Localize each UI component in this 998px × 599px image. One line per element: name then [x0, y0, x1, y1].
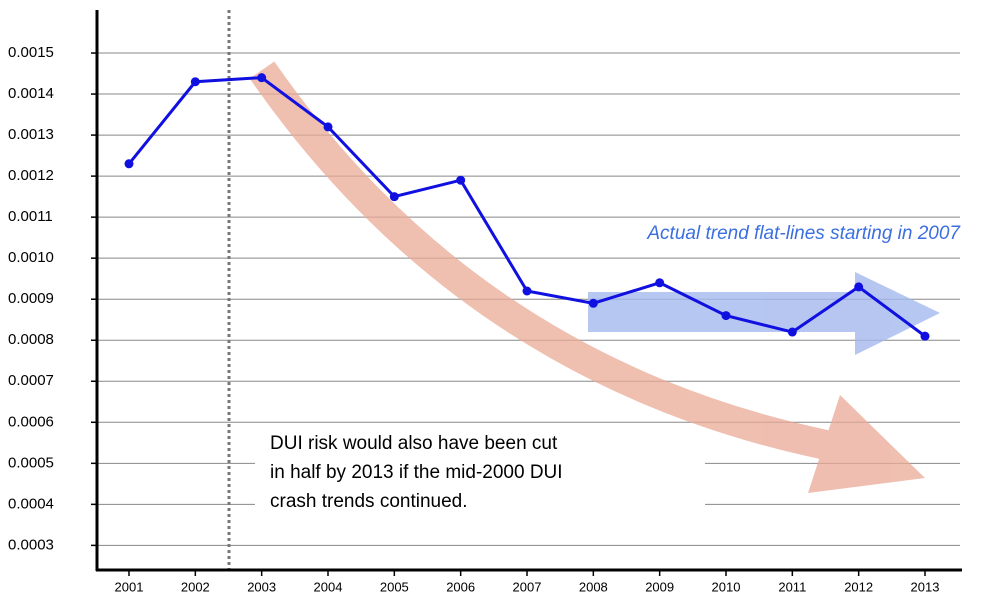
y-tick-label: 0.0005: [8, 454, 54, 471]
decline-arrow-body: [249, 61, 830, 460]
y-tick-label: 0.0014: [8, 85, 54, 102]
x-tick-label: 2007: [513, 579, 542, 594]
data-point: [257, 73, 267, 83]
x-tick-label: 2004: [314, 579, 343, 594]
y-tick-label: 0.0004: [8, 495, 54, 512]
x-tick-label: 2011: [778, 579, 806, 594]
x-tick-label: 2002: [181, 579, 210, 594]
note-line: crash trends continued.: [270, 491, 468, 512]
x-tick-label: 2006: [446, 579, 475, 594]
data-point: [522, 286, 532, 296]
flat-annotation: Actual trend flat-lines starting in 2007: [646, 223, 961, 244]
x-tick-label: 2001: [115, 579, 144, 594]
data-point: [920, 331, 930, 341]
data-point: [854, 282, 864, 292]
plot: [124, 73, 930, 341]
decline-arrow: [249, 61, 925, 493]
y-tick-label: 0.0009: [8, 290, 54, 307]
y-tick-label: 0.0010: [8, 249, 54, 266]
data-point: [190, 77, 200, 87]
data-point: [655, 278, 665, 288]
y-tick-label: 0.0008: [8, 331, 54, 348]
y-tick-label: 0.0007: [8, 372, 54, 389]
data-point: [787, 327, 797, 337]
y-tick-label: 0.0012: [8, 167, 54, 184]
x-tick-label: 2009: [645, 579, 674, 594]
y-tick-label: 0.0011: [8, 208, 53, 225]
x-tick-label: 2010: [712, 579, 741, 594]
y-tick-label: 0.0015: [8, 44, 54, 61]
x-tick-label: 2003: [247, 579, 276, 594]
flat-arrow: [588, 272, 940, 355]
x-tick-label: 2012: [844, 579, 873, 594]
note-line: DUI risk would also have been cut: [270, 433, 558, 454]
x-tick-label: 2013: [911, 579, 940, 594]
y-tick-label: 0.0013: [8, 126, 54, 143]
data-point: [124, 159, 134, 169]
data-point: [456, 175, 466, 185]
decline-arrow-head: [808, 395, 925, 493]
y-tick-label: 0.0003: [8, 536, 54, 553]
data-point: [588, 298, 598, 308]
y-tick-label: 0.0006: [8, 413, 54, 430]
data-point: [721, 311, 731, 321]
data-point: [389, 192, 399, 202]
x-tick-label: 2005: [380, 579, 409, 594]
data-point: [323, 122, 333, 132]
x-tick-label: 2008: [579, 579, 608, 594]
note-line: in half by 2013 if the mid-2000 DUI: [270, 462, 563, 483]
note-background: [255, 425, 705, 525]
flat-arrow-head: [855, 272, 940, 355]
